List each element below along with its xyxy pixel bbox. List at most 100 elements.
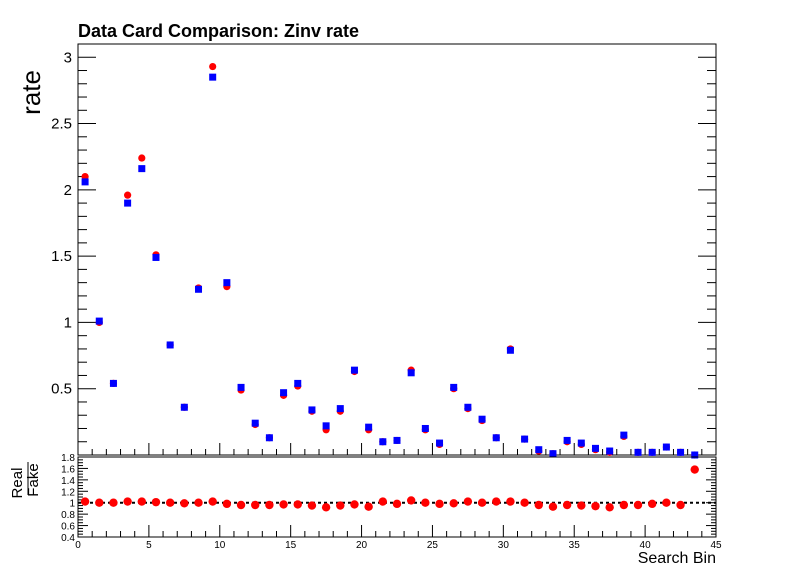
x-tick-label: 10: [214, 540, 226, 551]
ratio-point: [406, 496, 416, 505]
data-point-square: [620, 431, 628, 439]
data-point-square: [662, 443, 670, 451]
y-tick-label: 1.5: [51, 248, 72, 265]
ratio-point: [137, 497, 146, 506]
data-point-square: [535, 446, 543, 454]
data-point-square: [152, 253, 160, 261]
data-point-square: [209, 73, 217, 81]
data-point-square: [393, 436, 401, 444]
ratio-y-axis: 0.40.60.811.21.41.61.8: [61, 453, 716, 544]
top-plot-frame: [77, 43, 717, 456]
data-point-square: [421, 424, 429, 432]
ratio-point: [492, 497, 501, 506]
data-point-square: [450, 383, 458, 391]
ratio-point: [605, 503, 614, 512]
data-point-square: [180, 403, 188, 411]
ratio-point: [165, 498, 175, 507]
data-point-square: [138, 165, 146, 173]
ratio-point: [676, 500, 685, 510]
y-axis-label: rate: [16, 70, 46, 115]
data-point-square: [124, 199, 132, 207]
ratio-point: [577, 501, 586, 510]
data-point-circle: [138, 154, 146, 162]
ratio-point: [180, 499, 189, 508]
data-point-square: [549, 450, 557, 458]
data-point-square: [265, 434, 273, 442]
ratio-point: [336, 501, 345, 510]
ratio-x-axis: 0 5 10 15 20 25 30 35 40 45: [75, 525, 722, 551]
data-point-square: [379, 438, 387, 446]
data-point-square: [677, 448, 685, 456]
ratio-label-numerator: Real: [9, 468, 26, 499]
data-point-square: [691, 451, 699, 459]
ratio-point: [80, 497, 90, 506]
top-x-axis-ticks: [77, 443, 717, 455]
x-tick-label: 40: [640, 540, 652, 551]
ratio-point: [350, 500, 359, 509]
ratio-point: [591, 501, 600, 511]
data-point-square: [308, 406, 316, 414]
data-point-square: [336, 405, 344, 413]
data-point-square: [606, 447, 614, 455]
ratio-y-tick-label: 1.2: [61, 487, 75, 498]
ratio-y-tick-label: 1: [69, 499, 75, 510]
ratio-point: [648, 499, 657, 509]
y-tick-label: 2: [64, 182, 72, 199]
ratio-y-tick-label: 0.8: [61, 510, 75, 521]
data-point-square: [591, 444, 599, 452]
y-tick-label: 2.5: [51, 116, 72, 133]
data-point-square: [492, 434, 500, 442]
ratio-point: [95, 498, 104, 507]
chart-title: Data Card Comparison: Zinv rate: [78, 21, 359, 41]
ratio-point: [562, 500, 572, 510]
data-point-square: [521, 435, 529, 443]
top-y-axis: 0.5 1 1.5 2 2.5 3: [51, 43, 716, 443]
ratio-point: [548, 502, 558, 511]
ratio-point: [449, 499, 458, 508]
ratio-point: [520, 498, 529, 507]
y-tick-label: 1: [64, 314, 72, 331]
ratio-y-tick-label: 1.6: [61, 464, 75, 475]
x-tick-label: 15: [285, 540, 297, 551]
ratio-point: [194, 498, 203, 507]
data-point-square: [577, 439, 585, 447]
data-point-square: [407, 369, 415, 377]
data-point-square: [322, 422, 330, 430]
ratio-point: [222, 499, 232, 509]
ratio-point: [421, 498, 430, 507]
ratio-point: [534, 500, 543, 510]
ratio-point: [265, 500, 274, 510]
x-tick-label: 30: [498, 540, 510, 551]
ratio-point: [123, 497, 132, 506]
x-tick-label: 5: [146, 540, 152, 551]
ratio-y-tick-label: 0.6: [61, 522, 75, 533]
ratio-point: [477, 498, 487, 507]
ratio-point: [251, 500, 260, 510]
data-point-square: [563, 436, 571, 444]
data-point-square: [436, 439, 444, 447]
ratio-point: [321, 503, 331, 512]
data-point-square: [365, 423, 373, 431]
ratio-point: [279, 500, 288, 509]
ratio-y-axis-label: Real Fake: [9, 462, 42, 498]
top-plot-points: [81, 62, 699, 459]
x-tick-label: 45: [710, 540, 722, 551]
x-tick-label: 20: [356, 540, 368, 551]
data-point-square: [251, 419, 259, 427]
data-point-square: [95, 317, 103, 325]
ratio-point: [307, 501, 317, 510]
data-point-square: [648, 448, 656, 456]
ratio-point: [619, 500, 629, 510]
ratio-point: [109, 498, 118, 507]
x-tick-label: 0: [75, 540, 81, 551]
data-point-square: [223, 279, 231, 287]
ratio-point: [293, 500, 302, 509]
ratio-point: [506, 497, 515, 506]
ratio-point: [364, 502, 373, 511]
data-point-square: [478, 415, 486, 423]
x-axis-label: Search Bin: [638, 550, 716, 567]
ratio-y-tick-label: 0.4: [61, 533, 75, 544]
ratio-plot-points: [80, 465, 699, 512]
data-point-square: [294, 379, 302, 387]
ratio-point: [435, 499, 444, 509]
